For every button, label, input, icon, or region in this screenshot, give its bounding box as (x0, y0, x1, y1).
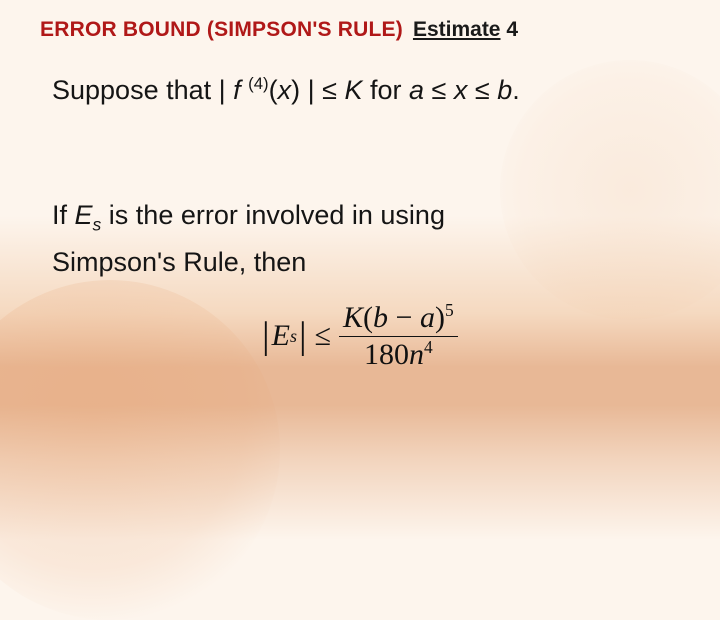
open-paren: ( (269, 75, 278, 105)
formula-s-sub: s (290, 326, 297, 347)
formula-bar-right: | (297, 317, 309, 355)
if-line: If Es is the error involved in using (52, 200, 445, 235)
formula-b: b (373, 301, 388, 334)
title-main: ERROR BOUND (SIMPSON'S RULE) (40, 18, 403, 42)
slide-content: ERROR BOUND (SIMPSON'S RULE) Estimate 4 … (0, 0, 720, 540)
E-symbol: E (75, 200, 93, 230)
le-3: ≤ (467, 75, 497, 105)
formula-denominator: 180n4 (360, 337, 437, 373)
formula-E: E (272, 319, 290, 353)
suppose-line: Suppose that | f (4)(x) | ≤ K for a ≤ x … (52, 74, 520, 106)
bar-open-1: | (219, 75, 226, 105)
x-symbol-2: x (454, 75, 468, 105)
var-x: x (278, 75, 292, 105)
le-2: ≤ (424, 75, 454, 105)
a-symbol: a (409, 75, 424, 105)
title-estimate-word: Estimate (413, 18, 501, 41)
simpson-line: Simpson's Rule, then (52, 247, 306, 278)
suppose-word: Suppose that (52, 75, 219, 105)
simpson-text: Simpson's Rule, then (52, 247, 306, 277)
error-bound-formula: |Es|≤ K(b − a)5 180n4 (260, 300, 458, 372)
formula-power-4: 4 (424, 337, 433, 357)
if-word: If (52, 200, 75, 230)
formula-180: 180 (364, 338, 409, 371)
bar-close-1: | (308, 75, 315, 105)
le-1: ≤ (315, 75, 345, 105)
for-word: for (362, 75, 409, 105)
formula-bar-left: | (260, 317, 272, 355)
error-rest: is the error involved in using (101, 200, 445, 230)
K-symbol: K (344, 75, 362, 105)
title-bar: ERROR BOUND (SIMPSON'S RULE) Estimate 4 (40, 18, 680, 42)
close-paren: ) (291, 75, 308, 105)
fourth-deriv-super: (4) (248, 74, 268, 93)
title-sub: Estimate 4 (413, 18, 518, 42)
formula-minus: − (388, 301, 420, 334)
f-symbol: f (226, 75, 249, 105)
formula-close: ) (435, 301, 445, 334)
b-symbol: b (497, 75, 512, 105)
title-estimate-number: 4 (506, 18, 518, 41)
formula-power-5: 5 (445, 300, 454, 320)
s-subscript: s (93, 214, 102, 234)
period-1: . (512, 75, 520, 105)
formula-fraction: K(b − a)5 180n4 (339, 300, 458, 372)
formula-open: ( (363, 301, 373, 334)
formula-n: n (409, 338, 424, 371)
formula-le: ≤ (309, 319, 337, 353)
formula-numerator: K(b − a)5 (339, 300, 458, 337)
formula-a: a (420, 301, 435, 334)
formula-K: K (343, 301, 363, 334)
